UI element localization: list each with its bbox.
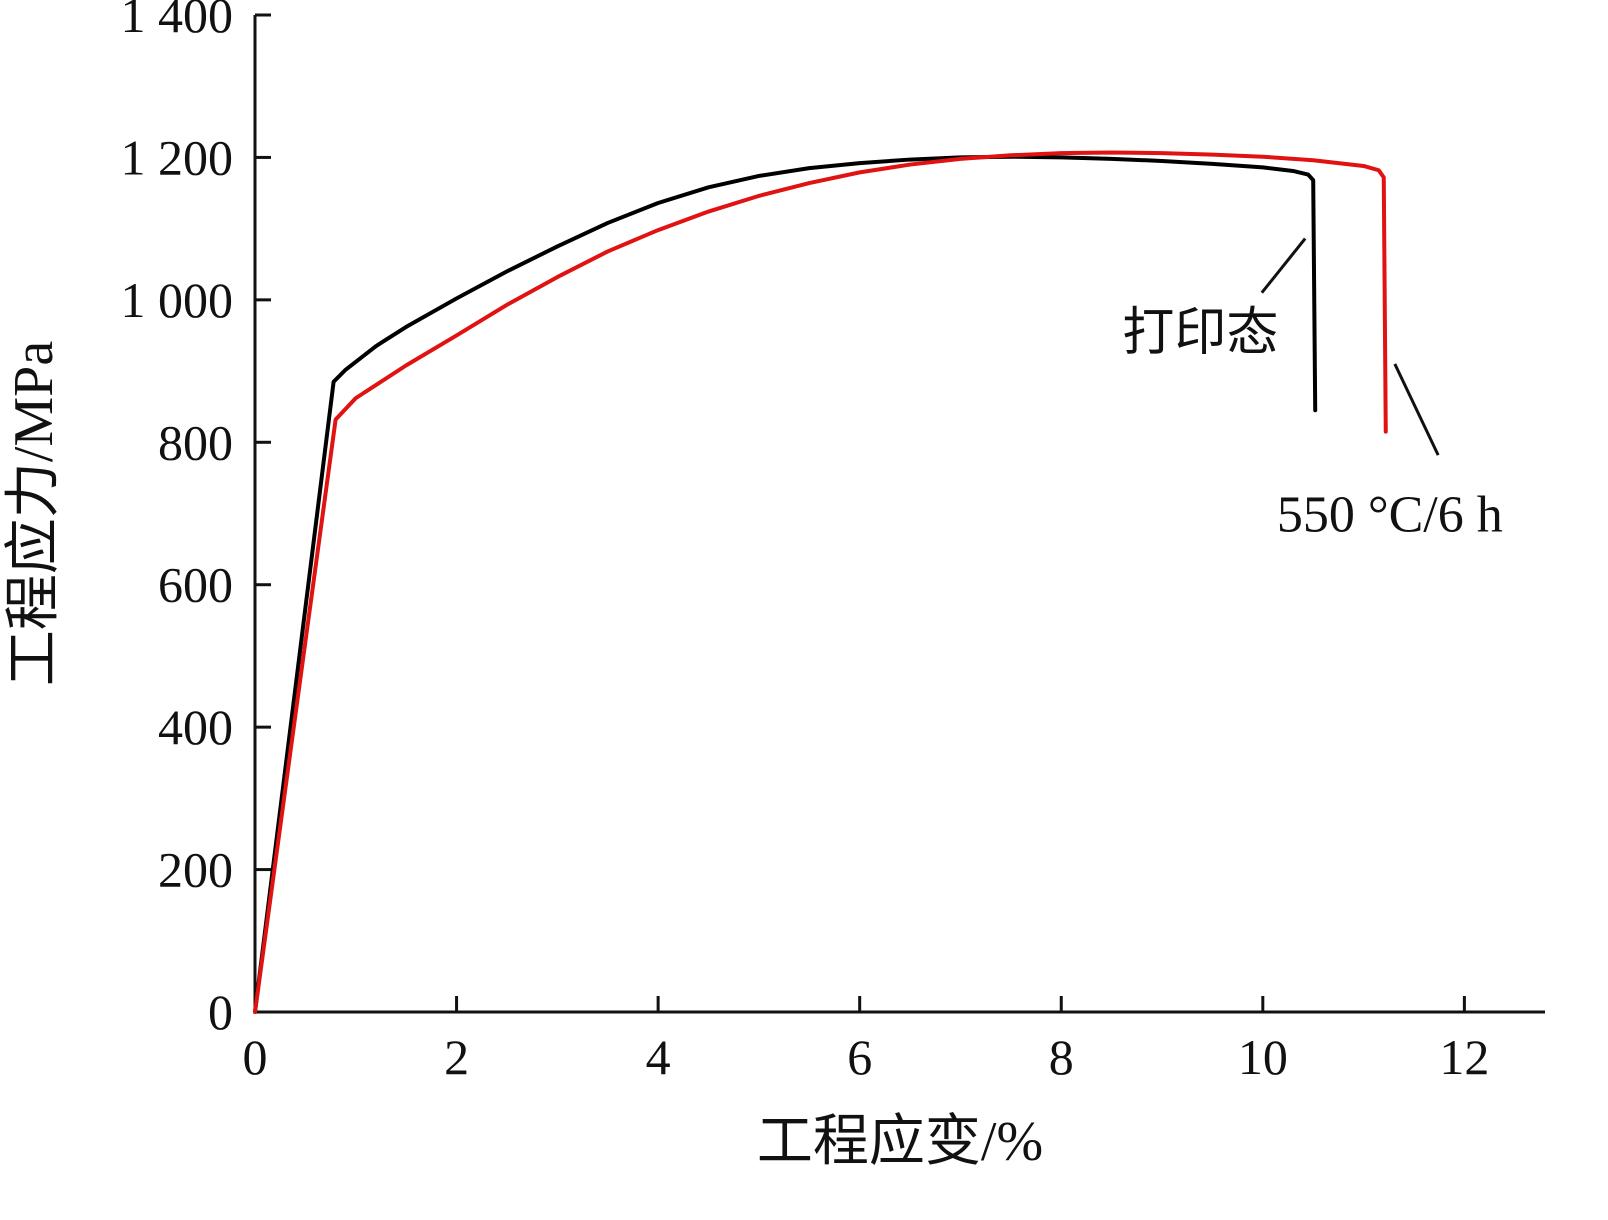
y-axis-tick-label: 1 400 <box>121 0 234 43</box>
x-axis-tick-label: 8 <box>1049 1029 1074 1085</box>
y-axis-tick-label: 400 <box>158 699 233 755</box>
series-line-heat-treated <box>253 150 1388 1014</box>
x-axis-tick-label: 4 <box>646 1029 671 1085</box>
y-axis-title: 工程应力/MPa <box>3 341 65 686</box>
series-line-as-printed <box>253 154 1318 1014</box>
x-axis-tick-label: 6 <box>847 1029 872 1085</box>
annotation-leader-line <box>1393 363 1440 456</box>
annotation-label: 550 °C/6 h <box>1277 487 1503 544</box>
x-axis-tick-label: 10 <box>1238 1029 1288 1085</box>
y-axis-tick-label: 600 <box>158 557 233 613</box>
annotation-label: 打印态 <box>1122 305 1278 362</box>
y-axis-tick-label: 0 <box>208 984 233 1040</box>
y-axis-tick-label: 1 200 <box>121 129 234 185</box>
y-axis-tick-label: 800 <box>158 414 233 470</box>
y-axis-tick-label: 200 <box>158 842 233 898</box>
x-axis-tick-label: 2 <box>444 1029 469 1085</box>
x-axis-tick-label: 12 <box>1439 1029 1489 1085</box>
y-axis-tick-label: 1 000 <box>121 272 234 328</box>
x-axis-title: 工程应变/% <box>757 1111 1043 1173</box>
annotation-leader-line <box>1260 237 1307 294</box>
x-axis-tick-label: 0 <box>243 1029 268 1085</box>
